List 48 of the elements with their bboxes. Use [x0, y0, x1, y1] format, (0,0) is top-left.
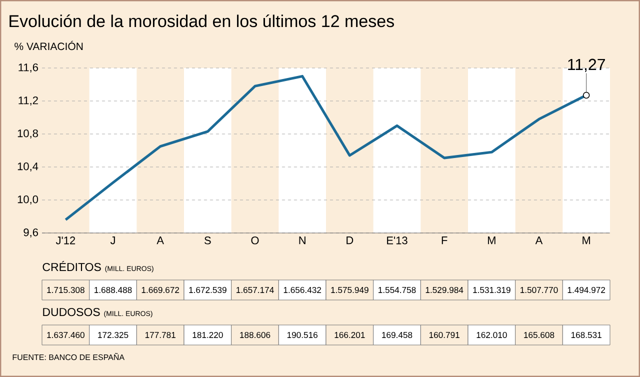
source-note: FUENTE: BANCO DE ESPAÑA	[12, 352, 125, 360]
text: 1.531.319	[473, 286, 510, 294]
text: 168.531	[571, 332, 602, 338]
x-tick-label: J'12	[56, 236, 76, 244]
text: 1.507.770	[520, 286, 558, 294]
text: 190.516	[287, 332, 318, 338]
x-tick-label: F	[442, 236, 448, 244]
text: 1.669.672	[142, 286, 180, 294]
x-tick-label: N	[299, 236, 306, 244]
text: DUDOSOS	[43, 308, 100, 316]
text: 169.458	[382, 332, 412, 338]
x-tick-label: M	[582, 236, 590, 244]
text: 172.325	[98, 332, 128, 338]
text: 177.781	[145, 332, 176, 338]
text: 165.608	[524, 332, 554, 338]
text: 1.656.432	[284, 286, 322, 294]
text: 1.688.488	[94, 286, 132, 294]
x-tick-label: J	[110, 236, 115, 244]
text: 1.575.949	[331, 286, 368, 294]
text: 1.637.460	[47, 332, 84, 338]
y-axis-title: % VARIACIÓN	[14, 40, 83, 50]
y-tick-label: 10,0	[18, 195, 38, 205]
text: 166.201	[334, 332, 365, 338]
y-tick-label: 11,2	[18, 96, 38, 106]
chart-title: Evolución de la morosidad en los últimos 12 meses	[10, 14, 394, 28]
text: CRÉDITOS	[42, 261, 101, 272]
x-tick-label: D	[346, 236, 354, 244]
y-tick-label: 10,8	[18, 129, 38, 139]
text: 1.657.174	[236, 286, 274, 294]
x-tick-label: A	[535, 236, 543, 244]
text: 162.010	[476, 332, 507, 338]
x-tick-label: S	[204, 236, 211, 244]
x-tick-label: E'13	[387, 236, 408, 244]
text: 1.672.539	[189, 286, 226, 294]
y-tick-label: 9,6	[24, 228, 38, 238]
text: 188.606	[240, 332, 270, 338]
y-tick-label: 11,6	[18, 63, 38, 73]
text: 1.715.308	[47, 286, 84, 294]
y-tick-label: 10,4	[18, 162, 38, 172]
text: 1.494.972	[568, 286, 606, 294]
text: 181.220	[192, 332, 223, 338]
x-tick-label: O	[251, 236, 259, 244]
x-tick-label: A	[156, 236, 164, 244]
data-label: 11,27	[568, 58, 605, 72]
text: 160.791	[429, 332, 460, 338]
x-tick-label: M	[488, 236, 496, 244]
text: 1.554.758	[378, 286, 416, 294]
text: 1.529.984	[426, 286, 464, 294]
